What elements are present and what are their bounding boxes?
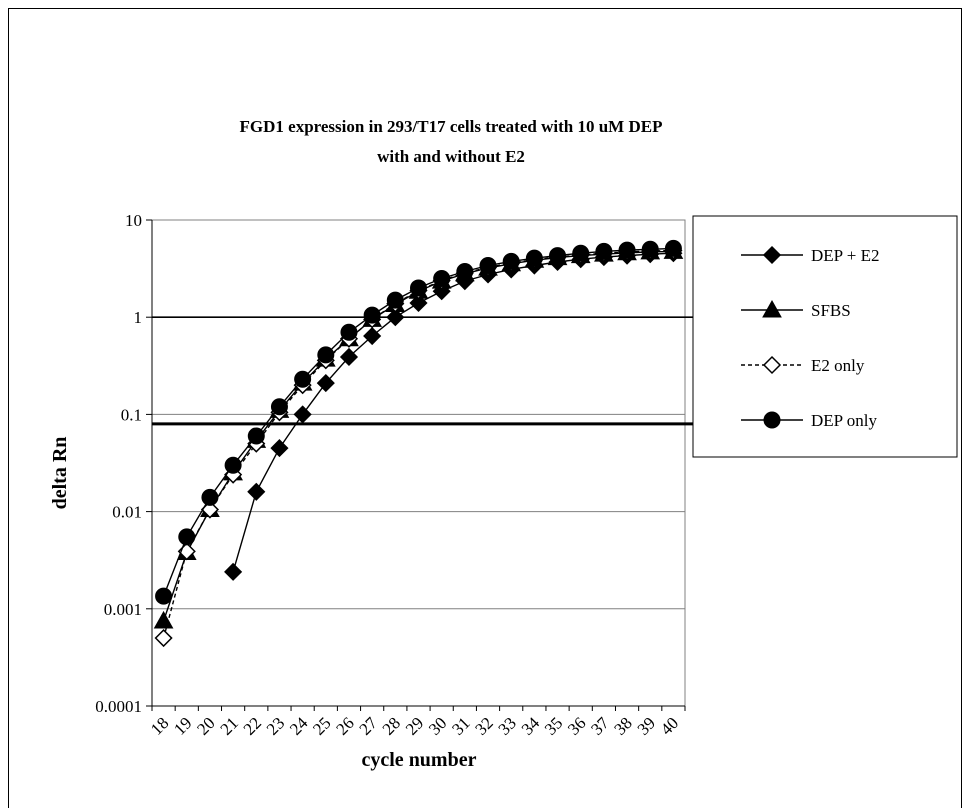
x-tick-label: 33 (495, 713, 520, 738)
data-point-dep-only (433, 270, 451, 288)
data-point-dep-only (294, 370, 312, 388)
data-point-dep-e2 (409, 293, 428, 313)
data-point-dep-only (340, 323, 358, 341)
x-tick-label: 40 (657, 713, 682, 738)
x-tick-label: 21 (216, 713, 241, 738)
data-point-dep-only (502, 252, 520, 270)
data-point-dep-e2 (293, 405, 312, 424)
data-point-dep-only (178, 528, 196, 546)
plot-area: 0.00010.0010.010.11101819202122232425262… (95, 211, 954, 739)
x-tick-label: 34 (518, 713, 544, 739)
x-tick-label: 32 (471, 713, 496, 738)
legend-label-dep-e2: DEP + E2 (811, 246, 879, 265)
y-tick-label: 0.01 (112, 503, 142, 522)
data-point-dep-e2 (339, 347, 359, 367)
data-point-dep-only (456, 263, 474, 281)
legend-marker-dep-e2 (762, 245, 782, 265)
legend-label-sfbs: SFBS (811, 301, 851, 320)
x-tick-label: 29 (402, 713, 427, 738)
x-tick-label: 35 (541, 713, 566, 738)
y-tick-label: 0.1 (121, 405, 142, 424)
x-tick-label: 26 (332, 713, 357, 738)
data-point-dep-only (224, 456, 242, 474)
x-tick-label: 25 (309, 713, 334, 738)
data-point-dep-only (201, 488, 219, 506)
y-tick-label: 0.0001 (95, 697, 142, 716)
data-point-dep-only (572, 244, 590, 262)
x-tick-label: 20 (193, 713, 218, 738)
data-point-dep-only (664, 239, 682, 257)
data-point-dep-only (270, 398, 288, 416)
data-point-dep-only (386, 291, 404, 309)
y-axis-title: delta Rn (49, 437, 71, 510)
legend-marker-e2-only (762, 355, 782, 375)
legend-label-e2-only: E2 only (811, 356, 865, 375)
x-axis-title: cycle number (362, 749, 477, 771)
data-point-dep-only (641, 240, 659, 258)
y-tick-label: 10 (125, 211, 142, 230)
x-tick-label: 24 (286, 713, 312, 739)
chart-frame: FGD1 expression in 293/T17 cells treated… (8, 8, 962, 808)
data-point-dep-only (595, 242, 613, 260)
legend-marker-dep-only (763, 411, 781, 429)
data-point-dep-only (525, 249, 543, 267)
x-tick-label: 37 (587, 713, 613, 739)
x-tick-label: 19 (170, 713, 195, 738)
data-point-dep-only (410, 279, 427, 297)
x-tick-label: 27 (356, 713, 382, 739)
data-point-dep-only (155, 587, 173, 605)
x-tick-label: 18 (147, 713, 172, 738)
chart-subtitle: with and without E2 (377, 147, 525, 166)
x-tick-label: 36 (564, 713, 589, 738)
data-point-dep-only (247, 427, 265, 445)
data-point-dep-e2 (224, 562, 243, 581)
data-point-dep-only (363, 306, 381, 324)
x-tick-label: 39 (634, 713, 659, 738)
data-point-dep-e2 (247, 482, 266, 501)
legend-box (692, 215, 958, 458)
chart-svg: FGD1 expression in 293/T17 cells treated… (49, 117, 958, 771)
data-point-dep-e2 (316, 374, 335, 393)
legend: DEP + E2 SFBS E2 only DEP only (692, 215, 958, 458)
y-tick-label: 0.001 (104, 600, 142, 619)
y-tick-label: 1 (134, 308, 143, 327)
x-tick-label: 31 (448, 713, 473, 738)
x-tick-label: 30 (425, 713, 450, 738)
data-point-e2-only (154, 628, 173, 648)
x-tick-label: 28 (379, 713, 404, 738)
x-tick-label: 23 (263, 713, 288, 738)
data-point-dep-only (549, 247, 567, 265)
data-point-dep-e2 (270, 439, 289, 458)
chart-title: FGD1 expression in 293/T17 cells treated… (240, 117, 663, 136)
x-tick-label: 38 (610, 713, 635, 738)
data-point-dep-only (618, 241, 636, 259)
legend-label-dep-only: DEP only (811, 411, 877, 430)
data-point-dep-e2 (386, 308, 405, 327)
data-point-dep-e2 (363, 326, 382, 346)
data-point-dep-only (479, 257, 497, 275)
data-point-dep-only (317, 346, 335, 364)
x-tick-label: 22 (240, 713, 265, 738)
legend-marker-sfbs (762, 299, 782, 318)
